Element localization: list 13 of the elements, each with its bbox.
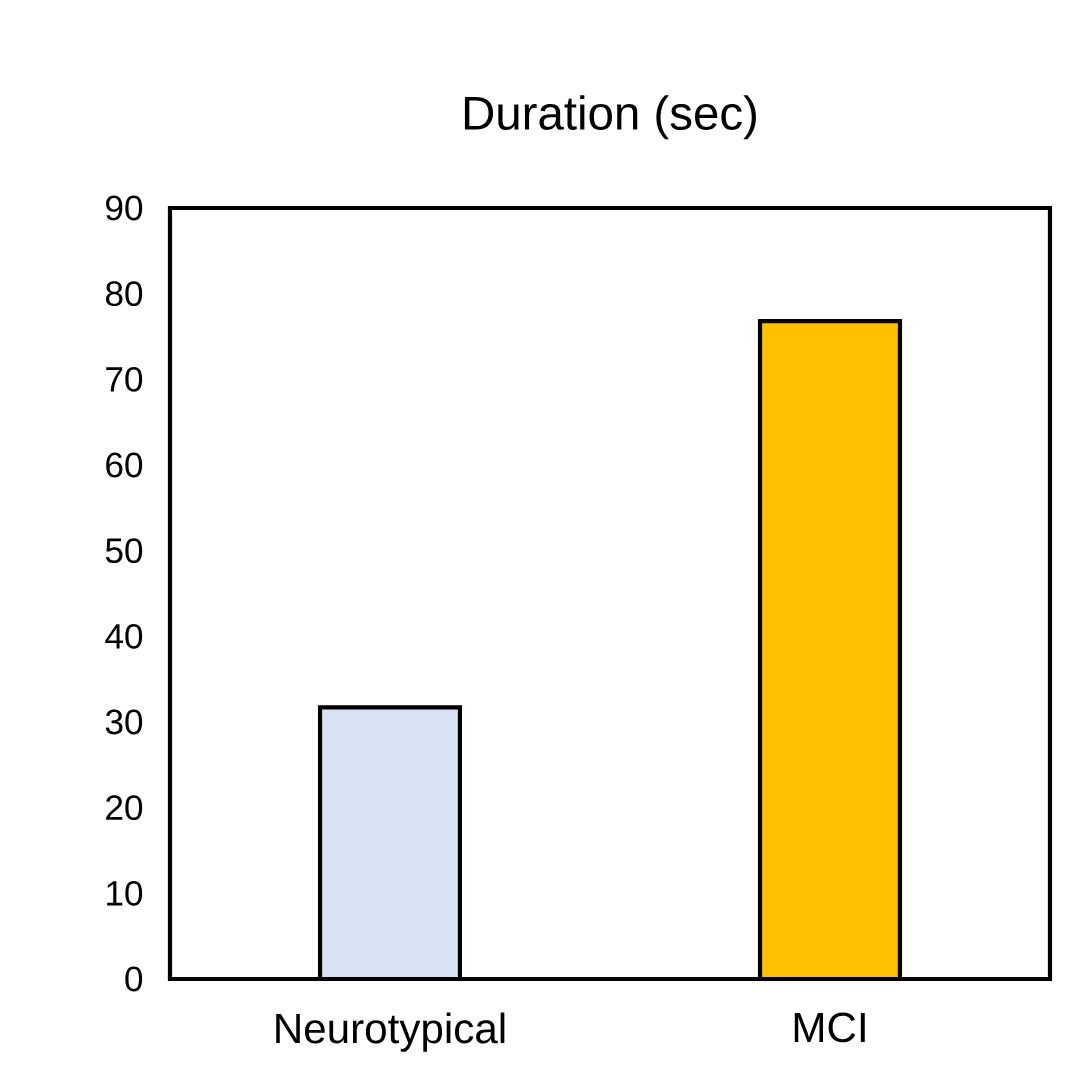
y-tick-label: 10 — [107, 880, 143, 906]
y-tick-label: 40 — [105, 623, 143, 649]
y-tick-label: 0 — [125, 966, 143, 992]
y-tick-label: 20 — [106, 795, 143, 821]
x-tick-label: Neurotypical — [276, 1012, 505, 1052]
y-tick-label: 80 — [105, 281, 143, 307]
chart-title: Duration (sec) — [464, 95, 756, 140]
y-tick-label: 60 — [106, 452, 143, 478]
y-tick-label: 50 — [105, 538, 143, 564]
y-tick-label: 90 — [106, 195, 143, 221]
x-tick-label: MCI — [794, 1012, 865, 1043]
y-tick-label: 30 — [105, 709, 143, 735]
y-tick-label: 70 — [106, 366, 143, 392]
